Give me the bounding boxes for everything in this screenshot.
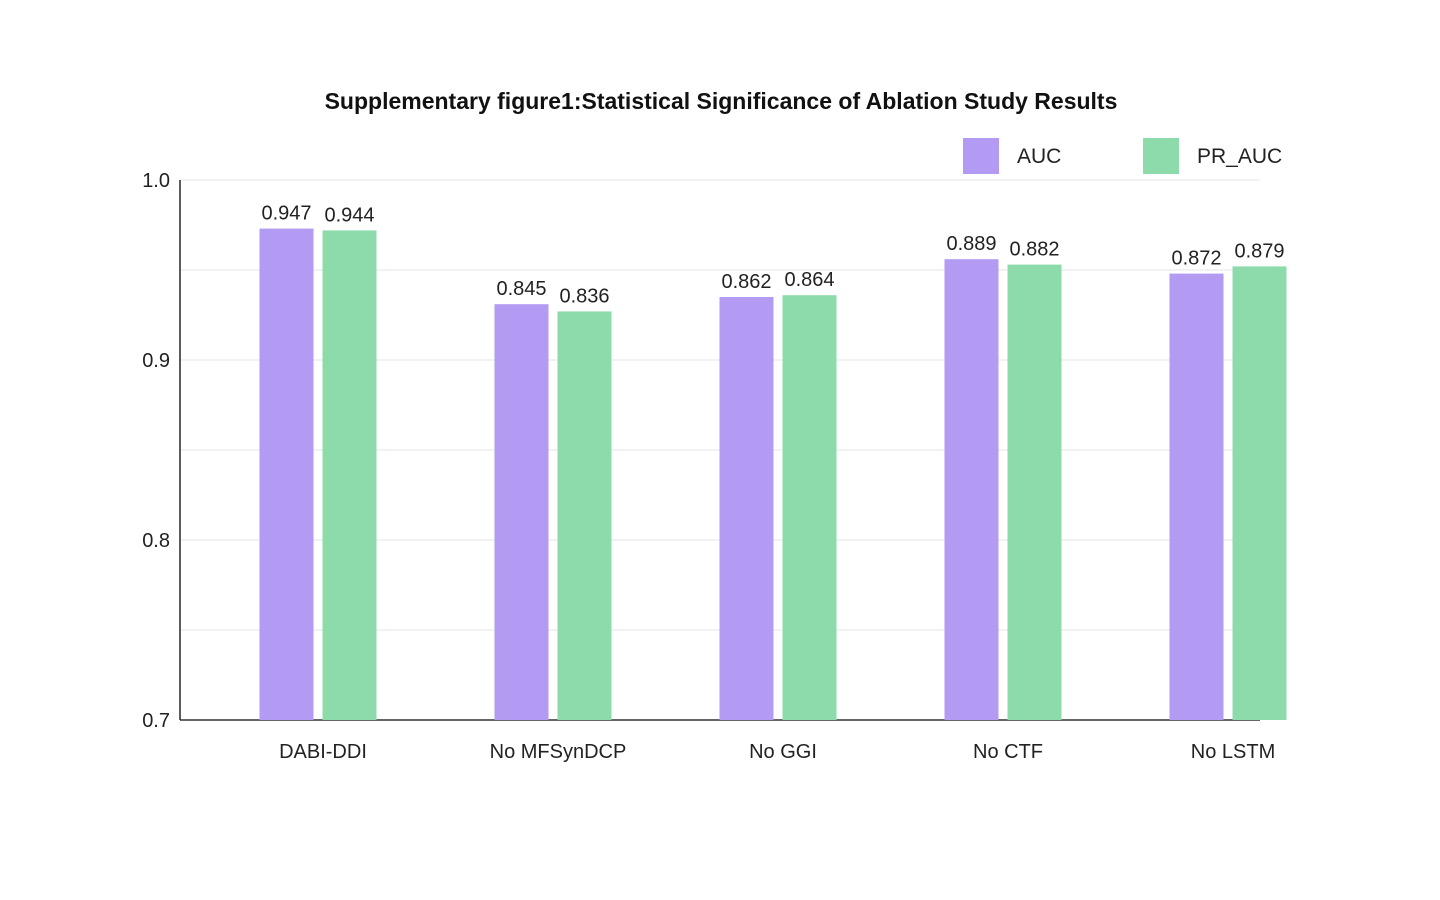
bar-auc — [719, 297, 774, 720]
bar-pr-auc — [557, 311, 612, 720]
data-label: 0.864 — [784, 269, 834, 291]
bar-pr-auc — [1232, 266, 1287, 720]
bar-pr-auc — [1007, 264, 1062, 720]
legend-swatch — [1143, 138, 1179, 174]
y-tick-label: 0.8 — [142, 530, 170, 552]
legend-label: AUC — [1017, 145, 1061, 168]
legend-swatch — [963, 138, 999, 174]
data-label: 0.944 — [324, 204, 374, 226]
data-label: 0.845 — [496, 278, 546, 300]
data-label: 0.889 — [946, 233, 996, 255]
data-label: 0.947 — [261, 203, 311, 225]
x-tick-label: No GGI — [749, 741, 817, 763]
x-tick-label: No LSTM — [1191, 741, 1275, 763]
legend: AUC PR_AUC — [963, 138, 1282, 174]
data-labels: 0.947 0.944 0.845 0.836 0.862 0.864 0.889 0.882… — [261, 203, 1284, 308]
data-label: 0.862 — [721, 271, 771, 293]
x-tick-label: No CTF — [973, 741, 1043, 763]
data-label: 0.872 — [1171, 248, 1221, 270]
data-label: 0.882 — [1009, 239, 1059, 261]
y-tick-label: 0.9 — [142, 350, 170, 372]
bar-auc — [494, 304, 549, 720]
axes: 0.7 0.8 0.9 1.0 DABI-DDI No MFSynDCP No GGI No … — [142, 170, 1275, 763]
bar-auc — [944, 259, 999, 720]
x-tick-label: DABI-DDI — [279, 741, 367, 763]
bar-auc — [259, 228, 314, 720]
y-tick-label: 0.7 — [142, 710, 170, 732]
y-tick-label: 1.0 — [142, 170, 170, 192]
data-label: 0.879 — [1234, 240, 1284, 262]
bar-pr-auc — [322, 230, 377, 720]
x-tick-label: No MFSynDCP — [490, 741, 627, 763]
bars — [259, 228, 1287, 720]
data-label: 0.836 — [559, 285, 609, 307]
legend-label: PR_AUC — [1197, 145, 1282, 168]
bar-auc — [1169, 273, 1224, 720]
bar-pr-auc — [782, 295, 837, 720]
chart-title: Supplementary figure1:Statistical Signif… — [325, 88, 1118, 114]
